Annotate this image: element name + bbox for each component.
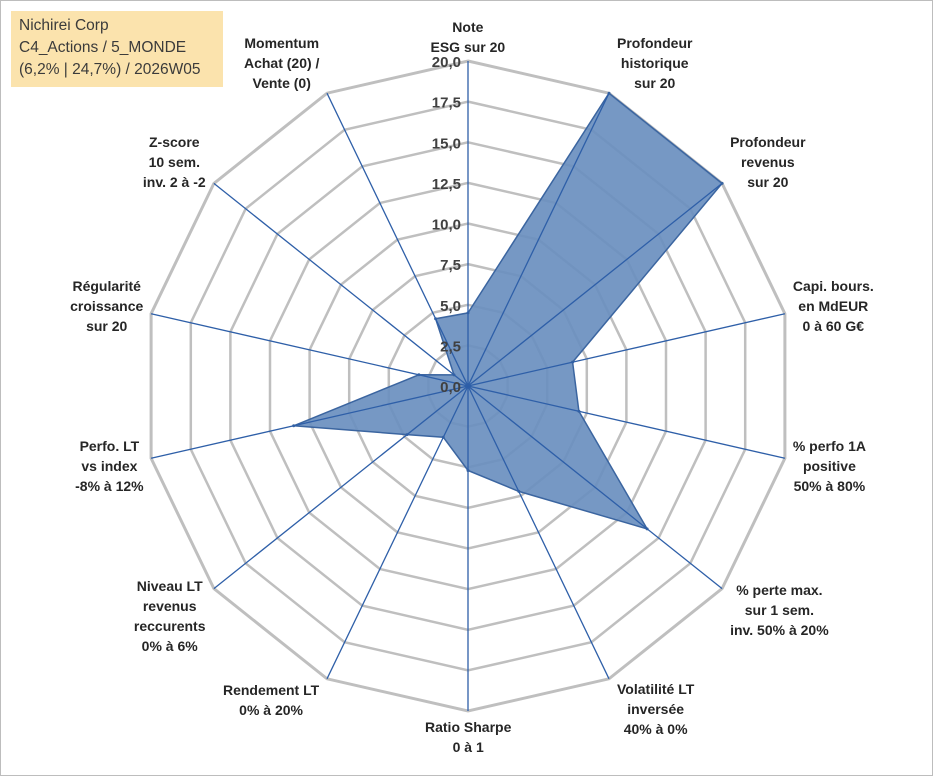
axis-label-line: Régularité	[72, 278, 141, 295]
axis-label: % perte max. sur 1 sem. inv. 50% à 20%	[730, 580, 829, 640]
axis-label-line: Profondeur	[617, 34, 693, 51]
tick-label: 12,5	[432, 176, 461, 193]
tick-label: 10,0	[432, 217, 461, 234]
axis-label: Volatilité LT inversée 40% à 0%	[617, 679, 694, 739]
axis-label-line: croissance	[70, 298, 144, 315]
axis-label-line: 0% à 6%	[141, 638, 198, 655]
axis-label-line: 50% à 80%	[793, 477, 866, 494]
axis-label-line: Vente (0)	[252, 74, 311, 91]
tick-label: 5,0	[440, 298, 461, 315]
axis-spoke	[467, 313, 786, 387]
axis-label-line: sur 1 sem.	[744, 601, 815, 618]
axis-label-line: 10 sem.	[148, 154, 200, 171]
axis-label-line: reccurents	[133, 618, 206, 635]
axis-label-line: Volatilité LT	[617, 681, 695, 698]
info-category: C4_Actions / 5_MONDE	[19, 39, 187, 56]
axis-label-line: inversée	[627, 701, 685, 718]
axis-label-line: inv. 50% à 20%	[730, 621, 829, 638]
axis-label: Profondeur revenus sur 20	[730, 132, 805, 192]
axis-label-line: revenus	[142, 598, 197, 615]
axis-spoke	[213, 182, 469, 387]
axis-spoke	[467, 92, 610, 387]
axis-spoke	[150, 385, 469, 459]
axis-label-line: Profondeur	[730, 134, 806, 151]
axis-spoke	[467, 385, 610, 680]
axis-label-line: Note	[452, 19, 484, 35]
axis-label: Ratio Sharpe 0 à 1	[425, 717, 511, 757]
axis-label-line: vs index	[81, 457, 138, 474]
axis-spokes	[150, 61, 786, 711]
tick-label: 20,0	[432, 54, 461, 71]
axis-label: Momentum Achat (20) / Vente (0)	[244, 33, 319, 93]
axis-label-line: historique	[620, 54, 689, 71]
axis-spoke	[213, 385, 469, 590]
axis-spoke	[467, 385, 723, 590]
axis-spoke	[326, 92, 469, 387]
axis-spoke	[326, 385, 469, 680]
axis-label-line: Achat (20) /	[243, 54, 320, 71]
axis-label-line: sur 20	[634, 74, 676, 91]
axis-spoke	[150, 313, 469, 387]
axis-label: Régularité croissance sur 20	[70, 276, 143, 336]
axis-label-line: 0 à 60 G€	[802, 318, 865, 335]
info-box: Nichirei Corp C4_Actions / 5_MONDE (6,2%…	[11, 11, 223, 87]
axis-label-line: 0 à 1	[452, 739, 484, 755]
tick-label: 0,0	[440, 379, 461, 396]
axis-label: Note ESG sur 20	[431, 17, 506, 57]
axis-label-line: Ratio Sharpe	[425, 719, 512, 735]
axis-label-line: Rendement LT	[222, 682, 320, 699]
axis-label-line: sur 20	[86, 318, 128, 335]
axis-label-line: ESG sur 20	[430, 39, 506, 55]
info-metrics: (6,2% | 24,7%) / 2026W05	[19, 61, 201, 78]
axis-label: Z-score 10 sem. inv. 2 à -2	[143, 132, 206, 192]
tick-labels: 0,0 2,5 5,0 7,5 10,0 12,5 15,0 17,5 20,0	[432, 54, 461, 396]
axis-spoke	[467, 182, 723, 387]
info-title: Nichirei Corp	[19, 17, 109, 34]
axis-label-line: sur 20	[747, 174, 789, 191]
axis-label-line: revenus	[740, 154, 795, 171]
axis-label: Rendement LT 0% à 20%	[223, 680, 319, 720]
axis-label-line: % perfo 1A	[792, 437, 866, 454]
axis-label-line: % perte max.	[736, 581, 823, 598]
axis-label-line: inv. 2 à -2	[142, 174, 206, 191]
axis-label-line: Niveau LT	[136, 578, 203, 595]
tick-label: 2,5	[440, 338, 461, 355]
axis-label: Niveau LT revenus reccurents 0% à 6%	[134, 576, 206, 656]
axis-label-line: Capi. bours.	[792, 278, 874, 295]
axis-label-line: en MdEUR	[798, 298, 869, 315]
axis-label-line: Perfo. LT	[79, 437, 140, 454]
axis-label-line: positive	[802, 457, 856, 474]
tick-label: 15,0	[432, 135, 461, 152]
axis-label-line: 0% à 20%	[239, 702, 303, 719]
tick-label: 7,5	[440, 257, 461, 274]
axis-label: Perfo. LT vs index -8% à 12%	[75, 436, 143, 496]
axis-label: Profondeur historique sur 20	[617, 33, 692, 93]
axis-label-line: Momentum	[244, 34, 320, 51]
axis-label: Capi. bours. en MdEUR 0 à 60 G€	[793, 276, 874, 336]
axis-label-line: Z-score	[148, 134, 200, 151]
axis-label-line: -8% à 12%	[75, 477, 144, 494]
axis-label: % perfo 1A positive 50% à 80%	[793, 436, 866, 496]
tick-label: 17,5	[432, 95, 461, 112]
axis-label-line: 40% à 0%	[623, 721, 688, 738]
axis-spoke	[467, 385, 786, 459]
